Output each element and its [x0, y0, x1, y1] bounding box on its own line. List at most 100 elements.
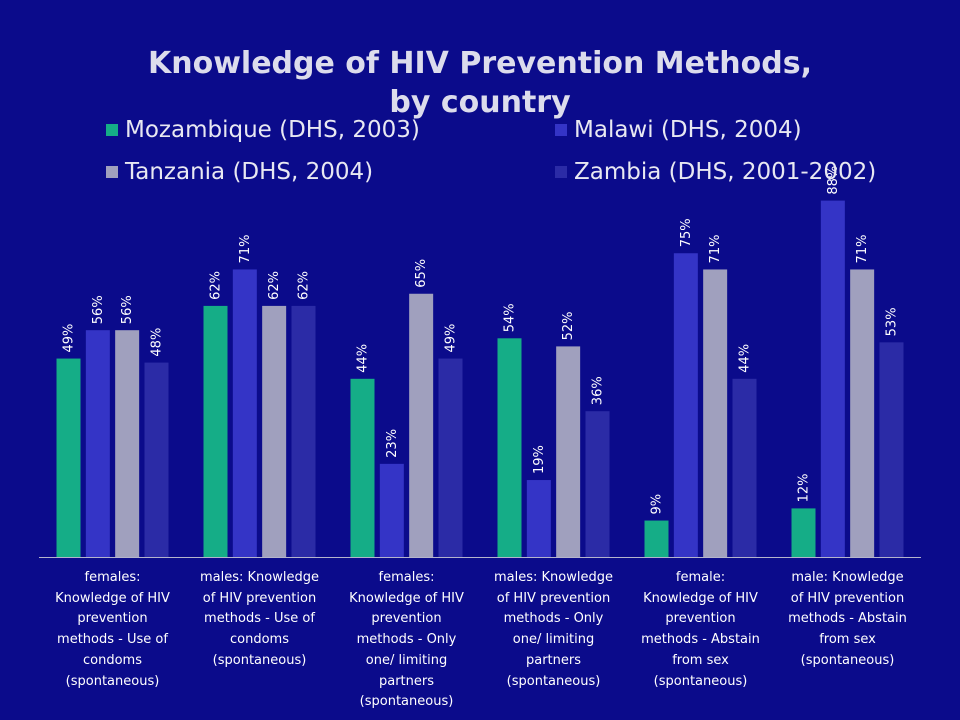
bar-malawi-2 [232, 269, 257, 557]
category-label-3: females: Knowledge of HIV prevention met… [349, 570, 464, 710]
legend-label-tanzania: Tanzania (DHS, 2004) [125, 159, 374, 185]
bar-mozambique-5 [644, 520, 669, 557]
legend-swatch-tanzania [106, 166, 118, 178]
bar-mozambique-6 [791, 508, 816, 557]
bar-zambia-1 [144, 362, 169, 557]
data-label-zambia-3: 49% [443, 324, 458, 353]
data-label-unit: % [561, 311, 576, 323]
category-label-1: females: Knowledge of HIV prevention met… [55, 570, 170, 689]
data-label-unit: % [414, 259, 429, 271]
data-label-zambia-2: 62% [296, 271, 311, 300]
legend-swatch-zambia [555, 166, 567, 178]
data-label-unit: % [61, 324, 76, 336]
data-label-malawi-4: 19% [531, 445, 546, 474]
data-label-value: 56 [120, 308, 135, 325]
bar-mozambique-3 [350, 378, 375, 557]
data-label-unit: % [678, 218, 693, 230]
data-label-value: 75 [678, 231, 693, 248]
category-label-2: males: Knowledge of HIV prevention metho… [200, 570, 319, 668]
data-label-unit: % [502, 303, 517, 315]
data-label-zambia-5: 44% [737, 344, 752, 373]
category-label-5: female: Knowledge of HIV prevention meth… [641, 570, 760, 689]
data-label-unit: % [296, 271, 311, 283]
data-label-unit: % [737, 344, 752, 356]
data-label-unit: % [796, 473, 811, 485]
data-label-unit: % [149, 328, 164, 340]
data-label-tanzania-5: 71% [708, 235, 723, 264]
data-label-mozambique-6: 12% [796, 473, 811, 502]
data-label-unit: % [825, 166, 840, 178]
data-label-unit: % [590, 376, 605, 388]
legend-swatch-mozambique [106, 124, 118, 136]
data-label-mozambique-2: 62% [208, 271, 223, 300]
data-label-unit: % [237, 235, 252, 247]
legend-label-zambia: Zambia (DHS, 2001-2002) [574, 159, 877, 185]
data-label-unit: % [267, 271, 282, 283]
data-label-value: 71 [237, 247, 252, 264]
bar-malawi-1 [85, 330, 110, 557]
bar-malawi-4 [526, 480, 551, 557]
legend-label-mozambique: Mozambique (DHS, 2003) [125, 117, 420, 143]
data-label-unit: % [443, 324, 458, 336]
data-label-value: 54 [502, 316, 517, 333]
data-label-malawi-2: 71% [237, 235, 252, 264]
data-label-value: 56 [90, 308, 105, 325]
bar-mozambique-4 [497, 338, 522, 557]
bar-tanzania-3 [409, 293, 434, 557]
data-label-malawi-1: 56% [90, 295, 105, 324]
bar-zambia-3 [438, 358, 463, 557]
bar-tanzania-5 [703, 269, 728, 557]
bar-malawi-6 [820, 200, 845, 557]
data-label-unit: % [884, 307, 899, 319]
data-label-mozambique-3: 44% [355, 344, 370, 373]
data-label-malawi-5: 75% [678, 218, 693, 247]
data-label-tanzania-6: 71% [855, 235, 870, 264]
bar-zambia-6 [879, 342, 904, 557]
data-label-value: 88 [825, 178, 840, 195]
data-label-value: 53 [884, 320, 899, 337]
data-label-value: 52 [561, 324, 576, 341]
data-label-tanzania-3: 65% [414, 259, 429, 288]
data-label-value: 49 [61, 336, 76, 353]
data-label-unit: % [708, 235, 723, 247]
legend-swatch-malawi [555, 124, 567, 136]
data-label-value: 49 [443, 336, 458, 353]
bar-malawi-3 [379, 463, 404, 557]
data-label-tanzania-4: 52% [561, 311, 576, 340]
data-label-malawi-3: 23% [384, 429, 399, 458]
data-label-malawi-6: 88% [825, 166, 840, 195]
data-label-value: 44 [355, 356, 370, 373]
data-label-value: 62 [267, 283, 282, 300]
legend-item-mozambique: Mozambique (DHS, 2003) [106, 117, 420, 143]
bar-malawi-5 [673, 253, 698, 557]
data-label-value: 44 [737, 356, 752, 373]
bar-tanzania-2 [262, 305, 287, 557]
bar-mozambique-2 [203, 305, 228, 557]
data-label-value: 62 [296, 283, 311, 300]
data-labels: 49%62%44%54%9% 12%56%71%23%19%75%88%56%62… [61, 166, 899, 515]
data-label-value: 19 [531, 458, 546, 475]
data-label-value: 65 [414, 271, 429, 288]
data-label-unit: % [649, 494, 664, 506]
data-label-value: 71 [855, 247, 870, 264]
data-label-tanzania-2: 62% [267, 271, 282, 300]
data-label-zambia-4: 36% [590, 376, 605, 405]
legend-label-malawi: Malawi (DHS, 2004) [574, 117, 802, 143]
data-label-value: 9 [649, 506, 664, 514]
bar-zambia-4 [585, 411, 610, 557]
bar-tanzania-1 [115, 330, 140, 557]
data-label-value: 48 [149, 340, 164, 357]
data-label-unit: % [855, 235, 870, 247]
data-label-unit: % [120, 295, 135, 307]
data-label-unit: % [208, 271, 223, 283]
data-label-unit: % [90, 295, 105, 307]
bar-zambia-5 [732, 378, 757, 557]
data-label-value: 23 [384, 441, 399, 458]
chart-title: Knowledge of HIV Prevention Methods, by … [148, 46, 812, 120]
category-label-6: male: Knowledge of HIV prevention method… [788, 570, 907, 668]
bar-mozambique-1 [56, 358, 81, 557]
data-label-zambia-1: 48% [149, 328, 164, 357]
data-label-zambia-6: 53% [884, 307, 899, 336]
